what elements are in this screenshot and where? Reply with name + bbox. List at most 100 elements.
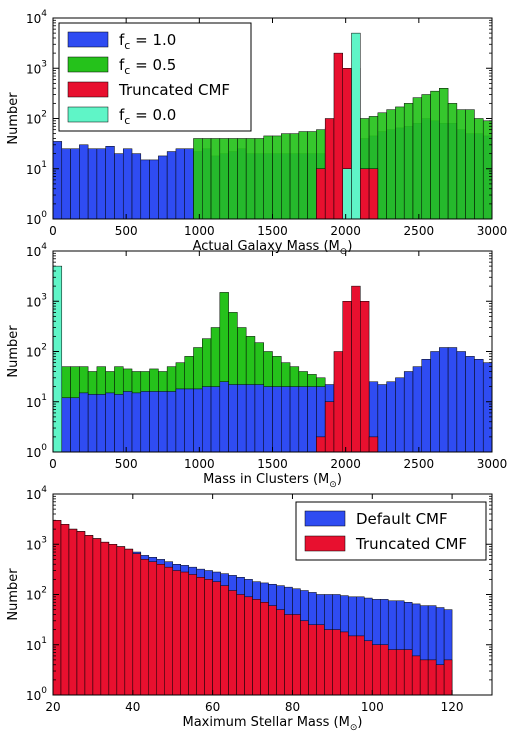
x-tick-label: 0: [49, 224, 57, 238]
x-tick-label: 3000: [477, 457, 508, 471]
bar-fc1-22: [245, 384, 256, 452]
bar-trunc-5: [92, 538, 102, 695]
bar-fc1-4: [87, 394, 98, 452]
legend-swatch-trunc: [304, 535, 346, 552]
bar-default-49: [443, 609, 453, 695]
bar-trunc-14: [164, 566, 173, 695]
bar-fc05-8: [263, 135, 273, 219]
bar-fc1-8: [122, 148, 133, 219]
bar-fc1-46: [456, 351, 466, 452]
bar-trunc-29: [284, 614, 293, 695]
bar-fc1-6: [105, 146, 115, 219]
bar-trunc-28: [276, 609, 285, 695]
x-tick-label: 1500: [257, 457, 288, 471]
bar-fc05-6: [245, 138, 256, 219]
bar-fc1-47: [465, 356, 475, 452]
y-tick-label: 102: [26, 586, 47, 603]
x-tick-label: 0: [49, 457, 57, 471]
bar-trunc-34: [324, 629, 333, 695]
bar-trunc-40: [372, 644, 381, 695]
x-axis-label: Mass in Clusters (M⊙): [203, 472, 342, 490]
bar-trunc-13: [156, 564, 165, 695]
bar-trunc-1: [324, 118, 335, 219]
bar-trunc-23: [236, 594, 245, 695]
bar-trunc-7: [108, 544, 118, 695]
bar-fc1-12: [158, 391, 168, 452]
y-tick-label: 102: [26, 110, 47, 127]
bar-trunc-18: [196, 577, 205, 695]
x-tick-label: 80: [285, 700, 300, 714]
bar-fc05-13: [307, 131, 317, 219]
y-tick-label: 104: [26, 9, 47, 26]
y-tick-label: 103: [26, 292, 47, 309]
bar-fc05-24: [403, 103, 414, 219]
bar-trunc-5: [360, 301, 370, 452]
bar-fc05-7: [254, 138, 264, 219]
bar-trunc-21: [220, 585, 229, 695]
y-tick-label: 100: [26, 210, 47, 227]
bar-fc05-27: [430, 90, 440, 219]
bar-fc05-26: [421, 94, 431, 219]
bar-fc1-16: [193, 388, 203, 452]
bar-trunc-20: [212, 581, 221, 695]
bar-trunc-39: [364, 640, 373, 695]
bar-fc05-34: [491, 123, 492, 219]
legend-label: fc = 0.0: [119, 106, 176, 127]
y-axis-label: Number: [6, 92, 21, 145]
bar-fc1-10: [140, 391, 150, 452]
bar-trunc-33: [316, 624, 325, 695]
bar-trunc-49: [443, 659, 453, 695]
bar-fc1-4: [87, 148, 98, 219]
bar-fc1-40: [403, 371, 414, 452]
bar-fc05-29: [447, 103, 458, 219]
bar-fc1-29: [307, 386, 317, 452]
bar-fc1-39: [395, 377, 405, 452]
x-tick-label: 1500: [257, 224, 288, 238]
x-tick-label: 60: [205, 700, 220, 714]
bar-fc05-25: [412, 97, 423, 219]
bars-group: [53, 265, 519, 453]
bar-fc1-37: [377, 384, 387, 452]
bar-fc1-9: [131, 392, 142, 452]
bar-trunc-11: [140, 559, 150, 695]
legend-swatch-default: [304, 510, 346, 527]
bar-trunc-38: [356, 635, 365, 695]
bar-fc1-51: [501, 372, 510, 453]
bar-trunc-10: [132, 553, 142, 695]
bar-fc05-5: [237, 138, 247, 219]
bar-fc1-1: [61, 397, 71, 452]
bar-fc1-15: [184, 148, 194, 219]
legend-swatch-fc1: [67, 31, 109, 48]
bar-fc0-0: [53, 265, 63, 452]
y-tick-label: 104: [26, 242, 47, 259]
bar-fc1-20: [228, 384, 238, 452]
bar-fc1-10: [140, 159, 150, 219]
bar-trunc-48: [435, 664, 445, 695]
bar-fc1-45: [447, 347, 458, 452]
bar-fc05-36: [510, 130, 519, 219]
bar-trunc-1: [324, 401, 335, 452]
bar-trunc-24: [244, 596, 253, 695]
bar-trunc-35: [332, 629, 341, 695]
bar-fc1-27: [289, 386, 300, 452]
y-tick-label: 101: [26, 393, 47, 410]
bars-group: [53, 520, 453, 695]
bar-fc1-52: [510, 372, 519, 453]
bar-fc1-21: [237, 384, 247, 452]
bar-trunc-4: [84, 535, 94, 695]
bar-fc1-28: [298, 386, 308, 452]
bar-fc1-19: [219, 381, 229, 452]
bar-fc1-42: [421, 359, 431, 452]
x-tick-label: 2500: [404, 457, 435, 471]
legend-label: Truncated CMF: [118, 81, 230, 99]
bar-fc1-5: [96, 394, 106, 452]
legend: fc = 1.0 fc = 0.5 Truncated CMF fc = 0.0: [58, 22, 252, 132]
bars-group: [53, 32, 519, 219]
bar-fc1-5: [96, 148, 106, 219]
bar-fc1-7: [114, 153, 124, 219]
bar-trunc-37: [348, 635, 357, 695]
bar-trunc-3: [76, 531, 86, 695]
bar-fc1-7: [114, 394, 124, 452]
bar-fc05-9: [272, 135, 282, 219]
bar-trunc-3: [342, 301, 352, 452]
